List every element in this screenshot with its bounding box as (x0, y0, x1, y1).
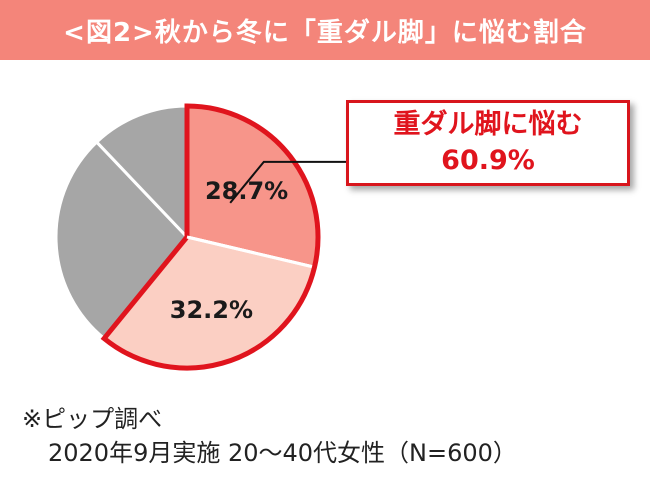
highlight-outline (100, 103, 321, 371)
pie-slice (94, 104, 189, 241)
callout-value: 60.9% (441, 145, 535, 176)
callout-label: 重ダル脚に悩む (393, 109, 583, 140)
pie-slice (54, 139, 189, 341)
source-line: ※ピップ調べ (22, 405, 163, 433)
slice-value-label: 28.7% (205, 177, 288, 205)
slice-value-label: 32.2% (170, 296, 253, 324)
chart-title: <図2>秋から冬に「重ダル脚」に悩む割合 (63, 17, 587, 48)
slice-divider (186, 235, 312, 268)
callout-leader-line (229, 160, 346, 204)
highlight-callout: 重ダル脚に悩む 60.9% (346, 100, 630, 186)
survey-details: 2020年9月実施 20〜40代女性（N=600） (48, 439, 517, 467)
title-banner: <図2>秋から冬に「重ダル脚」に悩む割合 (0, 0, 650, 60)
source-note: ※ピップ調べ 2020年9月実施 20〜40代女性（N=600） (22, 402, 517, 470)
